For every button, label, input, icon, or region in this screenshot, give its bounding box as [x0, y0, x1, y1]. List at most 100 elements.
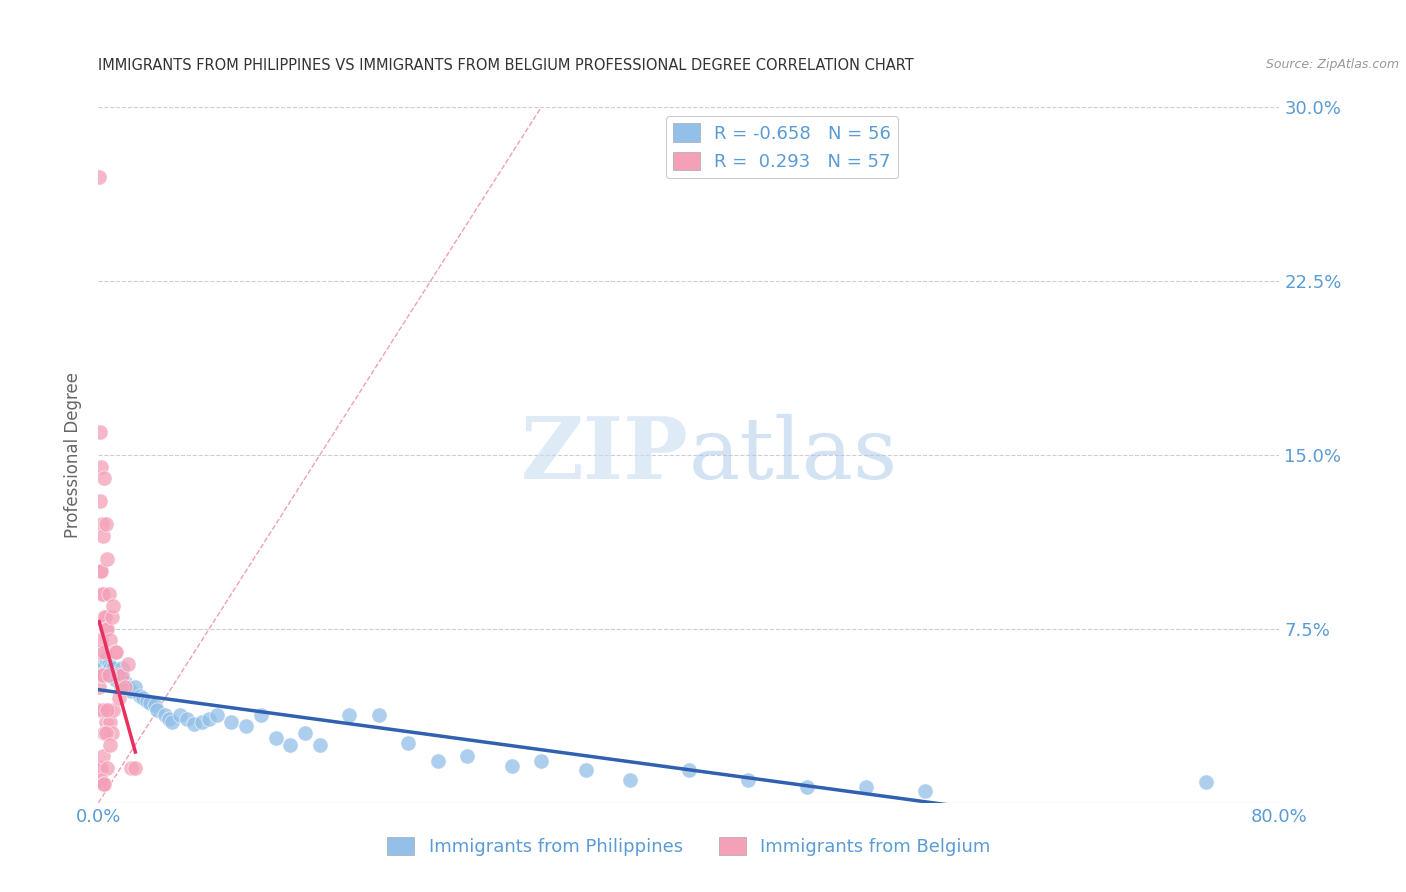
Point	[105, 673, 128, 687]
Point	[105, 645, 128, 659]
Point	[143, 698, 166, 713]
Point	[1195, 775, 1218, 789]
Text: atlas: atlas	[689, 413, 898, 497]
Point	[114, 680, 136, 694]
Point	[98, 633, 121, 648]
Point	[737, 772, 759, 787]
Point	[89, 761, 111, 775]
Point	[98, 661, 121, 675]
Point	[96, 552, 118, 566]
Point	[219, 714, 242, 729]
Point	[235, 719, 257, 733]
Point	[153, 707, 176, 722]
Point	[90, 564, 112, 578]
Point	[117, 657, 139, 671]
Point	[89, 668, 111, 682]
Point	[128, 689, 150, 703]
Point	[114, 675, 136, 690]
Point	[90, 668, 112, 682]
Point	[91, 703, 114, 717]
Point	[96, 622, 118, 636]
Point	[96, 668, 118, 682]
Point	[91, 517, 114, 532]
Point	[93, 665, 115, 680]
Point	[98, 714, 121, 729]
Point	[91, 661, 114, 675]
Point	[97, 657, 120, 671]
Point	[124, 761, 146, 775]
Point	[796, 780, 818, 794]
Text: ZIP: ZIP	[522, 413, 689, 497]
Point	[100, 726, 122, 740]
Point	[117, 680, 139, 694]
Point	[94, 714, 117, 729]
Point	[619, 772, 641, 787]
Point	[107, 665, 129, 680]
Point	[89, 169, 111, 184]
Point	[124, 680, 146, 694]
Point	[111, 668, 134, 682]
Point	[146, 703, 169, 717]
Point	[110, 680, 132, 694]
Point	[111, 661, 134, 675]
Point	[94, 726, 117, 740]
Point	[427, 754, 450, 768]
Point	[97, 703, 120, 717]
Point	[89, 425, 111, 439]
Point	[104, 668, 127, 682]
Point	[198, 712, 221, 726]
Point	[456, 749, 478, 764]
Point	[368, 707, 391, 722]
Point	[205, 707, 228, 722]
Point	[89, 494, 111, 508]
Legend: Immigrants from Philippines, Immigrants from Belgium: Immigrants from Philippines, Immigrants …	[380, 830, 998, 863]
Point	[96, 703, 118, 717]
Point	[91, 587, 114, 601]
Point	[94, 652, 117, 666]
Point	[278, 738, 302, 752]
Point	[191, 714, 214, 729]
Point	[914, 784, 936, 798]
Point	[94, 517, 117, 532]
Point	[530, 754, 553, 768]
Point	[93, 777, 115, 791]
Point	[89, 645, 111, 659]
Point	[107, 668, 129, 682]
Point	[120, 684, 142, 698]
Point	[93, 645, 115, 659]
Point	[90, 587, 112, 601]
Point	[501, 758, 523, 772]
Point	[100, 665, 122, 680]
Point	[110, 671, 132, 685]
Point	[97, 668, 120, 682]
Point	[132, 691, 155, 706]
Point	[103, 703, 125, 717]
Point	[94, 622, 117, 636]
Point	[162, 714, 183, 729]
Point	[93, 471, 115, 485]
Point	[103, 661, 125, 675]
Point	[93, 610, 115, 624]
Point	[90, 761, 112, 775]
Point	[176, 712, 198, 726]
Y-axis label: Professional Degree: Professional Degree	[65, 372, 83, 538]
Point	[90, 633, 112, 648]
Point	[89, 703, 111, 717]
Point	[91, 777, 114, 791]
Point	[169, 707, 191, 722]
Point	[90, 772, 112, 787]
Point	[678, 764, 700, 778]
Point	[89, 772, 111, 787]
Point	[120, 761, 142, 775]
Point	[89, 680, 111, 694]
Point	[90, 459, 112, 474]
Point	[183, 717, 205, 731]
Point	[855, 780, 877, 794]
Point	[93, 726, 115, 740]
Point	[136, 694, 159, 708]
Point	[157, 712, 180, 726]
Point	[309, 738, 332, 752]
Point	[139, 696, 162, 710]
Point	[108, 691, 131, 706]
Point	[250, 707, 273, 722]
